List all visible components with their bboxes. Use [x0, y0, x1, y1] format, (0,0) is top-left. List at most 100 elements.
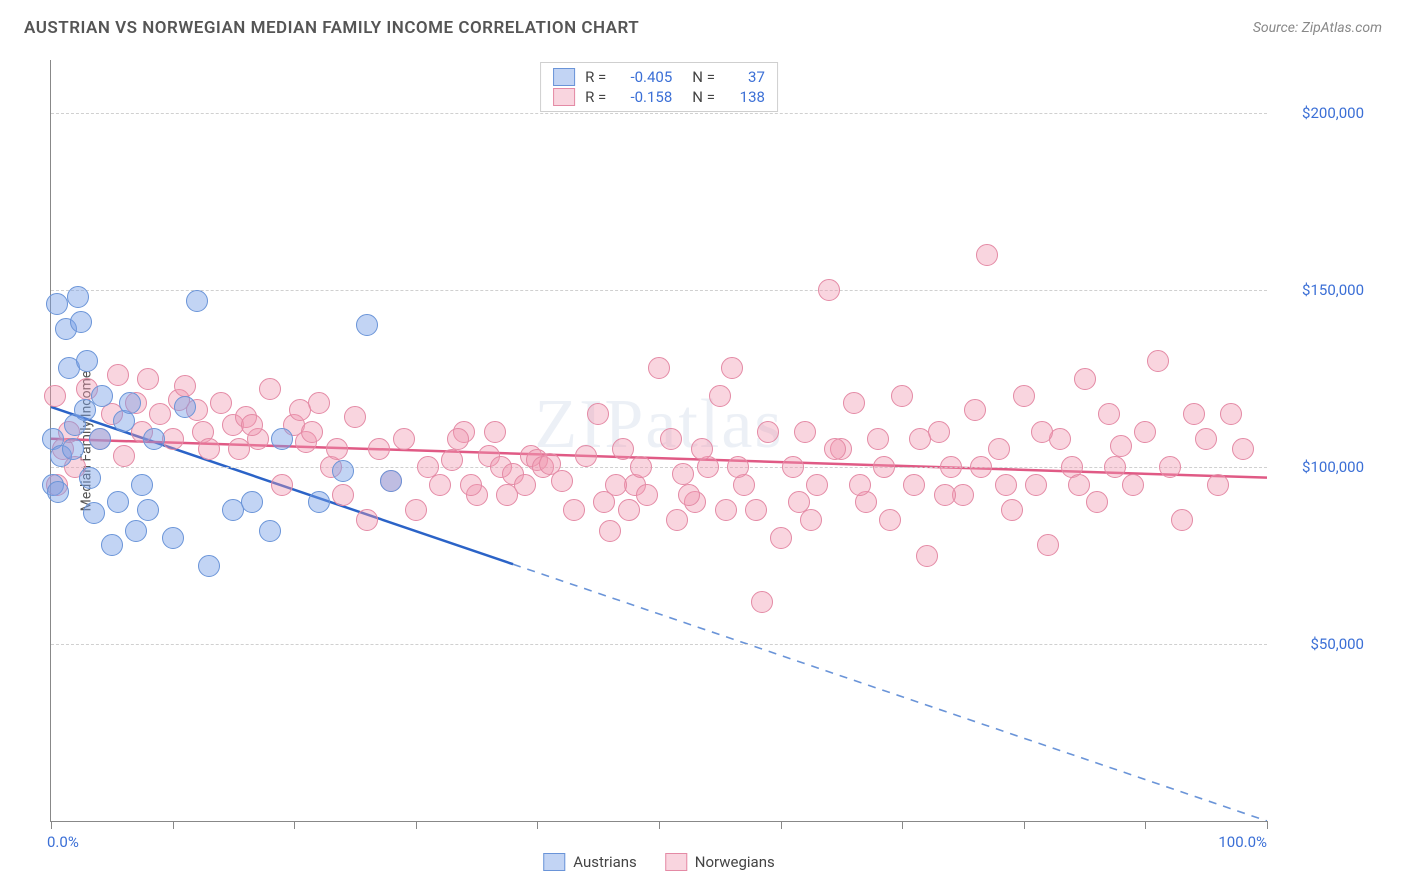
scatter-point-norwegians	[691, 438, 713, 460]
scatter-point-norwegians	[636, 484, 658, 506]
scatter-point-norwegians	[648, 357, 670, 379]
x-tick	[51, 821, 52, 829]
n-label: N =	[692, 88, 715, 106]
scatter-point-austrians	[76, 350, 98, 372]
scatter-point-austrians	[380, 470, 402, 492]
scatter-point-norwegians	[137, 368, 159, 390]
scatter-point-norwegians	[1104, 456, 1126, 478]
grid-line	[51, 113, 1267, 114]
x-tick	[173, 821, 174, 829]
scatter-point-austrians	[91, 385, 113, 407]
scatter-point-norwegians	[618, 499, 640, 521]
scatter-point-austrians	[259, 520, 281, 542]
legend-swatch	[553, 88, 575, 106]
scatter-point-austrians	[356, 314, 378, 336]
stats-legend-row: R =-0.405N =37	[553, 67, 765, 87]
scatter-point-austrians	[46, 293, 68, 315]
legend-swatch	[543, 853, 565, 871]
scatter-point-norwegians	[599, 520, 621, 542]
scatter-point-norwegians	[782, 456, 804, 478]
x-tick	[902, 821, 903, 829]
scatter-point-austrians	[83, 502, 105, 524]
x-tick	[1145, 821, 1146, 829]
scatter-point-norwegians	[368, 438, 390, 460]
scatter-point-norwegians	[551, 470, 573, 492]
scatter-point-norwegians	[916, 545, 938, 567]
scatter-point-austrians	[107, 491, 129, 513]
scatter-point-norwegians	[289, 399, 311, 421]
scatter-point-norwegians	[1147, 350, 1169, 372]
scatter-point-norwegians	[909, 428, 931, 450]
scatter-point-norwegians	[259, 378, 281, 400]
scatter-point-norwegians	[794, 421, 816, 443]
scatter-point-austrians	[198, 555, 220, 577]
scatter-point-norwegians	[405, 499, 427, 521]
scatter-point-norwegians	[903, 474, 925, 496]
chart-title: AUSTRIAN VS NORWEGIAN MEDIAN FAMILY INCO…	[24, 18, 639, 38]
scatter-point-austrians	[119, 392, 141, 414]
scatter-point-norwegians	[964, 399, 986, 421]
stats-legend: R =-0.405N =37R =-0.158N =138	[540, 62, 778, 112]
legend-swatch	[553, 68, 575, 86]
scatter-point-norwegians	[745, 499, 767, 521]
scatter-point-norwegians	[429, 474, 451, 496]
scatter-point-norwegians	[678, 484, 700, 506]
scatter-point-austrians	[125, 520, 147, 542]
scatter-point-austrians	[101, 534, 123, 556]
scatter-point-norwegians	[149, 403, 171, 425]
scatter-point-norwegians	[241, 414, 263, 436]
scatter-point-norwegians	[393, 428, 415, 450]
scatter-point-norwegians	[934, 484, 956, 506]
y-tick-label: $200,000	[1272, 104, 1382, 122]
scatter-point-norwegians	[1134, 421, 1156, 443]
scatter-point-austrians	[271, 428, 293, 450]
scatter-point-norwegians	[1086, 491, 1108, 513]
x-tick	[294, 821, 295, 829]
grid-line	[51, 467, 1267, 468]
scatter-point-austrians	[79, 467, 101, 489]
scatter-point-norwegians	[672, 463, 694, 485]
scatter-point-norwegians	[344, 406, 366, 428]
scatter-point-norwegians	[575, 445, 597, 467]
scatter-point-austrians	[70, 311, 92, 333]
scatter-point-norwegians	[1037, 534, 1059, 556]
scatter-point-norwegians	[757, 421, 779, 443]
scatter-point-norwegians	[995, 474, 1017, 496]
scatter-point-norwegians	[1183, 403, 1205, 425]
scatter-point-norwegians	[800, 509, 822, 531]
scatter-point-norwegians	[666, 509, 688, 531]
legend-label: Norwegians	[695, 853, 775, 871]
n-label: N =	[692, 68, 715, 86]
scatter-point-norwegians	[460, 474, 482, 496]
y-tick-label: $100,000	[1272, 458, 1382, 476]
n-value: 138	[725, 88, 765, 106]
scatter-point-norwegians	[873, 456, 895, 478]
x-tick	[1024, 821, 1025, 829]
scatter-point-norwegians	[326, 438, 348, 460]
legend-item: Norwegians	[665, 853, 775, 871]
chart-container: Median Family Income ZIPatlas R =-0.405N…	[50, 60, 1382, 822]
scatter-point-norwegians	[484, 421, 506, 443]
scatter-point-norwegians	[727, 456, 749, 478]
scatter-point-norwegians	[630, 456, 652, 478]
scatter-point-norwegians	[867, 428, 889, 450]
chart-header: AUSTRIAN VS NORWEGIAN MEDIAN FAMILY INCO…	[0, 0, 1406, 46]
scatter-point-norwegians	[605, 474, 627, 496]
r-label: R =	[585, 88, 606, 106]
grid-line	[51, 290, 1267, 291]
x-tick	[416, 821, 417, 829]
scatter-point-norwegians	[1025, 474, 1047, 496]
scatter-point-norwegians	[709, 385, 731, 407]
scatter-point-austrians	[131, 474, 153, 496]
scatter-point-norwegians	[356, 509, 378, 531]
scatter-point-norwegians	[660, 428, 682, 450]
scatter-point-norwegians	[1098, 403, 1120, 425]
scatter-point-norwegians	[988, 438, 1010, 460]
scatter-point-norwegians	[1195, 428, 1217, 450]
scatter-point-norwegians	[1068, 474, 1090, 496]
scatter-point-norwegians	[174, 375, 196, 397]
scatter-point-norwegians	[332, 484, 354, 506]
scatter-point-norwegians	[1122, 474, 1144, 496]
scatter-point-norwegians	[715, 499, 737, 521]
x-tick-label: 100.0%	[1218, 833, 1267, 851]
